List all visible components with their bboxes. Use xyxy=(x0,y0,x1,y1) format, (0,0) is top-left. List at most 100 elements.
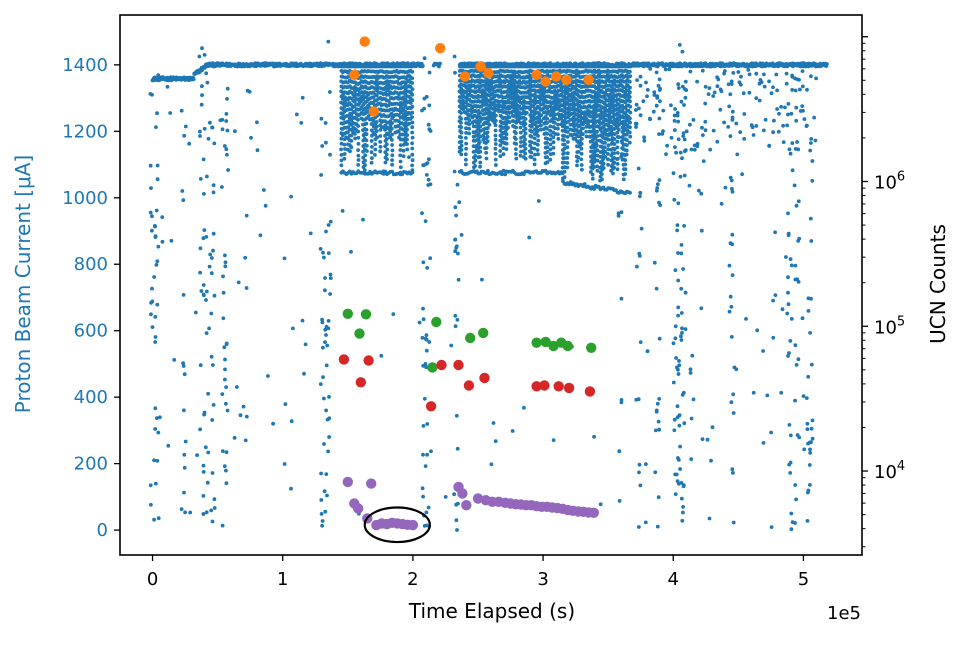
beam-current-point xyxy=(619,296,624,301)
beam-current-point xyxy=(324,408,328,413)
beam-current-point xyxy=(677,413,682,418)
beam-current-point xyxy=(619,139,624,144)
y-axis-left-label: Proton Beam Current [μA] xyxy=(11,155,35,413)
beam-current-point xyxy=(207,326,212,331)
beam-current-point xyxy=(688,69,693,74)
beam-current-point xyxy=(220,127,225,132)
beam-current-point xyxy=(601,166,606,170)
beam-current-point xyxy=(339,153,344,157)
beam-current-point xyxy=(545,141,549,145)
beam-current-point xyxy=(326,39,331,44)
beam-current-point xyxy=(204,298,208,302)
beam-current-point xyxy=(565,135,570,139)
beam-current-point xyxy=(232,436,237,440)
beam-current-point xyxy=(790,141,795,146)
beam-current-point xyxy=(529,129,534,134)
beam-current-point xyxy=(459,125,463,130)
beam-current-point xyxy=(523,151,527,156)
beam-current-point xyxy=(464,146,468,151)
beam-current-point xyxy=(493,157,498,162)
beam-current-point xyxy=(676,313,680,318)
beam-current-point xyxy=(730,109,735,114)
beam-current-point xyxy=(738,130,743,135)
beam-current-point xyxy=(369,139,374,143)
beam-current-point xyxy=(680,330,684,335)
beam-current-point xyxy=(209,271,214,276)
beam-current-point xyxy=(473,158,478,163)
x-tick-label: 4 xyxy=(668,569,679,590)
beam-current-point xyxy=(417,320,422,325)
beam-current-point xyxy=(340,209,345,213)
beam-current-point xyxy=(320,144,325,148)
beam-current-point xyxy=(373,132,378,137)
beam-current-point xyxy=(741,91,746,96)
beam-current-point xyxy=(401,106,406,111)
orange-point xyxy=(459,71,471,82)
beam-current-point xyxy=(672,417,677,422)
beam-current-point xyxy=(805,123,809,128)
beam-current-point xyxy=(656,419,661,424)
beam-current-point xyxy=(730,467,735,472)
beam-current-point xyxy=(628,125,632,130)
beam-current-point xyxy=(592,165,597,170)
beam-current-point xyxy=(552,121,557,125)
beam-current-point xyxy=(726,125,731,129)
beam-current-point xyxy=(223,260,228,265)
beam-current-point xyxy=(485,139,490,144)
beam-current-point xyxy=(628,120,632,125)
beam-current-point xyxy=(321,375,325,379)
beam-current-point xyxy=(673,107,677,111)
beam-current-point xyxy=(467,122,472,127)
beam-current-point xyxy=(420,64,425,68)
beam-current-point xyxy=(523,117,528,121)
beam-current-point xyxy=(424,348,429,353)
beam-current-point xyxy=(452,54,457,59)
beam-current-point xyxy=(769,525,774,529)
beam-current-point xyxy=(600,177,604,182)
beam-current-point xyxy=(657,397,662,401)
beam-current-point xyxy=(794,118,799,123)
beam-current-point xyxy=(624,148,629,153)
beam-current-point xyxy=(556,122,560,127)
beam-current-point xyxy=(672,128,677,133)
beam-current-point xyxy=(639,226,644,231)
beam-current-point xyxy=(427,103,432,108)
green-point xyxy=(431,316,442,328)
beam-current-point xyxy=(742,112,747,116)
beam-current-point xyxy=(728,294,733,299)
beam-current-point xyxy=(612,147,617,152)
beam-current-point xyxy=(473,154,478,158)
beam-current-point xyxy=(595,158,600,163)
beam-current-point xyxy=(652,260,657,265)
beam-current-point xyxy=(551,145,556,150)
beam-current-point xyxy=(787,423,792,427)
beam-current-point xyxy=(153,340,158,344)
beam-current-point xyxy=(429,449,433,454)
beam-current-point xyxy=(788,433,793,438)
beam-current-point xyxy=(682,421,687,426)
beam-current-point xyxy=(455,182,460,187)
beam-current-point xyxy=(806,490,810,495)
beam-current-point xyxy=(793,483,798,487)
beam-current-point xyxy=(790,168,795,173)
beam-current-point xyxy=(241,404,246,409)
beam-current-point xyxy=(321,345,325,350)
beam-current-point xyxy=(401,154,406,159)
x-tick-label: 5 xyxy=(798,569,809,590)
beam-current-point xyxy=(191,77,196,82)
y-left-tick-label: 600 xyxy=(74,321,108,342)
beam-current-point xyxy=(384,137,389,141)
beam-current-point xyxy=(198,363,203,368)
beam-current-point xyxy=(452,169,457,174)
beam-current-point xyxy=(328,292,332,296)
beam-current-point xyxy=(729,400,734,405)
beam-current-point xyxy=(754,96,759,100)
green-point xyxy=(586,342,597,353)
beam-current-point xyxy=(592,434,596,439)
beam-current-point xyxy=(420,211,424,216)
beam-current-point xyxy=(671,171,676,176)
beam-current-point xyxy=(638,340,643,344)
beam-current-point xyxy=(676,82,681,87)
beam-current-point xyxy=(682,173,687,178)
beam-current-point xyxy=(459,121,463,125)
